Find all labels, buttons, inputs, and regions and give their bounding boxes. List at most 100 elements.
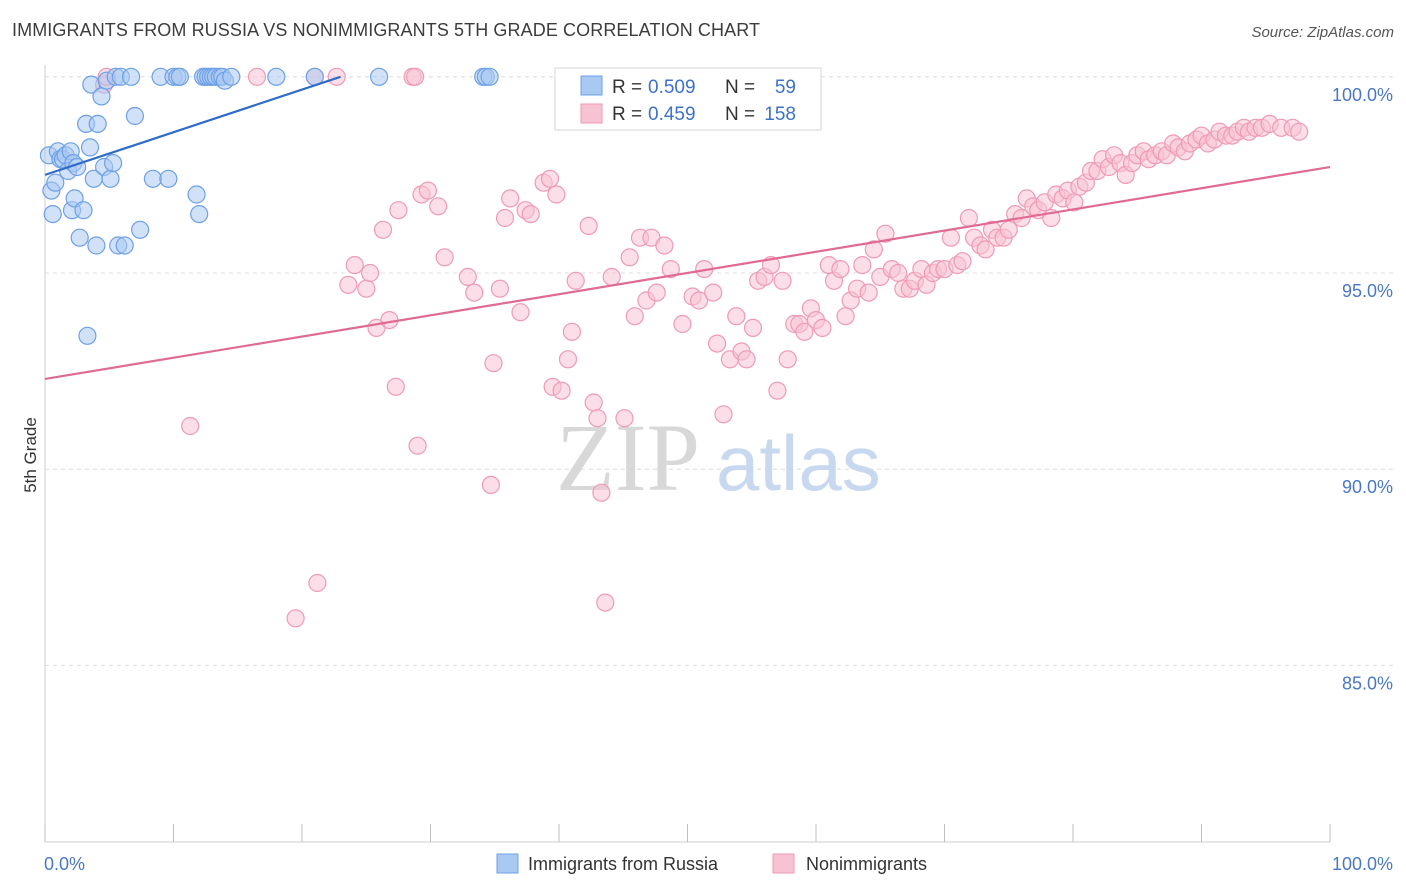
point-russia [43,205,62,224]
point-nonimmigrants [547,185,566,204]
y-tick-label: 90.0% [1342,477,1393,497]
point-russia [122,67,141,86]
tick-labels: 100.0% 95.0% 90.0% 85.0% 0.0% 100.0% [44,85,1393,874]
point-russia [267,67,286,86]
point-russia [125,106,144,126]
stats-n-value-russia: 59 [775,77,796,98]
point-nonimmigrants [647,283,666,302]
point-russia [190,205,209,224]
stats-r-label-russia: R = [612,77,642,98]
bottom-legend: Immigrants from Russia Nonimmigrants [496,853,927,874]
legend-swatch-russia [496,853,519,874]
point-nonimmigrants [584,393,603,412]
point-nonimmigrants [579,216,598,235]
point-nonimmigrants [495,208,515,228]
grid-lines [45,76,1395,666]
point-nonimmigrants [361,263,380,283]
point-russia [46,173,65,192]
point-russia [131,220,150,239]
series-nonimmigrants [94,67,1309,628]
point-nonimmigrants [625,307,644,326]
point-nonimmigrants [465,283,484,302]
point-nonimmigrants [795,322,814,341]
series-russia [39,67,499,345]
data-points [39,67,1309,628]
point-nonimmigrants [435,248,454,267]
point-russia [88,114,107,134]
point-russia [78,326,97,345]
point-nonimmigrants [615,409,634,428]
watermark-atlas: atlas [716,419,881,507]
point-nonimmigrants [357,279,376,298]
point-nonimmigrants [941,228,961,247]
point-russia [170,67,189,86]
trend-line-russia [44,75,341,176]
stats-legend: R = 0.509 N = 59 R = 0.459 N = 158 [554,67,822,131]
stats-r-label-nonimmigrants: R = [612,104,642,125]
point-nonimmigrants [953,252,972,271]
point-nonimmigrants [773,271,792,290]
trend-lines [44,75,1331,381]
point-nonimmigrants [552,381,571,400]
point-russia [222,67,241,86]
point-nonimmigrants [889,263,908,283]
chart-title: IMMIGRANTS FROM RUSSIA VS NONIMMIGRANTS … [12,20,761,40]
point-nonimmigrants [308,573,327,593]
point-nonimmigrants [592,483,611,502]
point-nonimmigrants [566,271,585,290]
point-nonimmigrants [386,377,405,396]
point-nonimmigrants [999,220,1018,239]
trend-line-nonimmigrants [44,165,1331,381]
point-russia [92,87,111,106]
point-nonimmigrants [286,609,305,628]
point-russia [480,67,499,86]
point-russia [87,236,106,255]
point-nonimmigrants [714,405,733,424]
point-russia [103,154,123,173]
source-label: Source: ZipAtlas.com [1251,24,1394,41]
point-russia [101,169,120,188]
point-nonimmigrants [655,236,674,255]
point-nonimmigrants [1290,122,1309,141]
point-russia [143,169,162,188]
stats-n-value-nonimmigrants: 158 [764,104,796,125]
point-nonimmigrants [389,201,408,220]
point-nonimmigrants [831,260,850,279]
point-nonimmigrants [661,260,680,279]
point-nonimmigrants [418,181,437,200]
point-nonimmigrants [959,208,979,228]
point-russia [159,169,178,188]
point-nonimmigrants [620,248,639,267]
y-axis-label: 5th Grade [21,417,40,493]
legend-label-nonimmigrants: Nonimmigrants [806,854,927,874]
point-nonimmigrants [864,240,883,259]
point-nonimmigrants [484,354,503,373]
point-nonimmigrants [727,307,746,326]
point-nonimmigrants [859,283,878,302]
stats-r-value-russia: 0.509 [648,77,696,98]
point-nonimmigrants [429,197,448,216]
point-nonimmigrants [458,267,477,286]
point-nonimmigrants [976,240,995,259]
point-russia [370,67,389,86]
point-nonimmigrants [521,205,540,224]
point-nonimmigrants [673,314,692,334]
point-nonimmigrants [501,189,520,208]
stats-n-label-nonimmigrants: N = [725,104,755,125]
point-nonimmigrants [181,416,200,436]
point-nonimmigrants [408,436,427,455]
stats-swatch-nonimmigrants [580,103,603,124]
point-nonimmigrants [327,67,346,86]
point-nonimmigrants [558,350,578,369]
point-nonimmigrants [743,318,763,337]
point-nonimmigrants [339,275,358,294]
point-nonimmigrants [588,409,607,428]
stats-swatch-russia [580,75,603,96]
stats-r-value-nonimmigrants: 0.459 [648,104,696,125]
point-nonimmigrants [247,67,267,86]
point-nonimmigrants [813,318,832,337]
stats-n-label-russia: N = [725,77,755,98]
point-nonimmigrants [853,256,872,275]
point-russia [115,236,134,255]
